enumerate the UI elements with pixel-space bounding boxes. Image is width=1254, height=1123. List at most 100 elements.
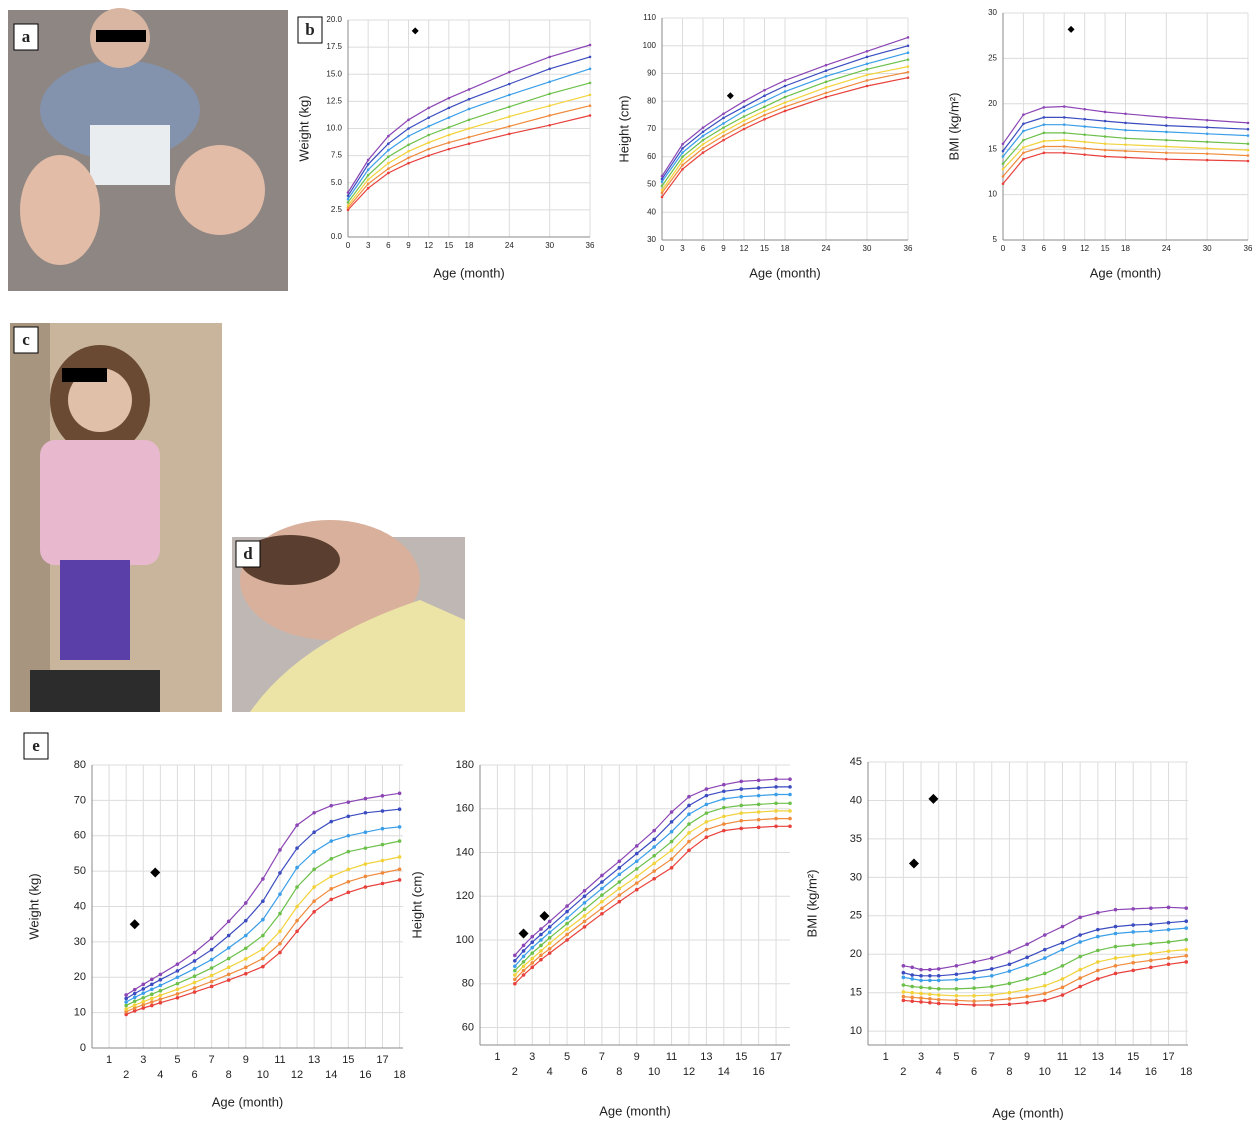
x-tick-label: 10 <box>257 1069 269 1081</box>
percentile-point <box>1083 146 1086 150</box>
x-tick-label: 12 <box>424 241 433 250</box>
percentile-point <box>508 82 511 86</box>
percentile-point <box>1042 983 1047 988</box>
percentile-point <box>508 115 511 118</box>
percentile-point <box>588 81 592 85</box>
percentile-point <box>936 978 941 983</box>
percentile-point <box>226 978 231 982</box>
percentile-point <box>209 936 214 941</box>
percentile-point <box>508 93 511 97</box>
percentile-point <box>1131 923 1135 927</box>
percentile-point <box>278 950 282 955</box>
percentile-point <box>1131 960 1135 965</box>
x-tick-label: 5 <box>174 1054 180 1066</box>
percentile-point <box>158 983 163 988</box>
percentile-point <box>936 993 941 997</box>
percentile-point <box>660 174 664 178</box>
percentile-point <box>158 977 163 982</box>
x-tick-label: 13 <box>308 1054 320 1066</box>
x-tick-label: 15 <box>342 1054 354 1066</box>
percentile-point <box>681 142 684 146</box>
patient-point <box>129 919 140 930</box>
percentile-point <box>600 886 604 891</box>
percentile-point <box>783 90 787 93</box>
percentile-point <box>380 809 385 813</box>
percentile-point <box>363 796 368 801</box>
percentile-point <box>124 993 128 997</box>
percentile-point <box>701 142 705 146</box>
panel-box <box>235 540 261 568</box>
percentile-point <box>1025 942 1029 947</box>
percentile-point <box>901 970 906 975</box>
percentile-point <box>901 963 906 968</box>
percentile-point <box>989 998 994 1003</box>
percentile-point <box>132 1003 137 1007</box>
percentile-point <box>312 830 316 835</box>
percentile-point <box>530 934 535 939</box>
y-tick-label: 50 <box>647 180 656 189</box>
y-tick-label: 40 <box>850 794 862 806</box>
percentile-point <box>652 869 656 873</box>
percentile-point <box>972 999 976 1003</box>
x-tick-label: 30 <box>545 241 554 250</box>
percentile-point <box>387 148 390 152</box>
x-tick-label: 3 <box>918 1051 924 1063</box>
percentile-point <box>521 949 526 953</box>
percentile-point <box>739 779 744 784</box>
percentile-point <box>124 1003 128 1008</box>
percentile-point <box>928 978 932 983</box>
percentile-point <box>634 887 639 892</box>
percentile-point <box>278 871 282 875</box>
percentile-point <box>513 953 517 958</box>
percentile-point <box>1131 953 1135 958</box>
percentile-point <box>1042 151 1046 155</box>
percentile-point <box>704 820 709 824</box>
percentile-point <box>989 973 994 978</box>
percentile-point <box>312 867 316 872</box>
percentile-point <box>774 777 778 782</box>
percentile-point <box>763 117 766 121</box>
percentile-point <box>226 972 231 977</box>
percentile-point <box>1096 934 1100 939</box>
percentile-point <box>150 987 154 992</box>
y-tick-label: 10 <box>74 1007 86 1019</box>
percentile-point <box>774 792 778 797</box>
percentile-point <box>243 901 248 905</box>
percentile-point <box>972 993 976 998</box>
y-tick-label: 7.5 <box>331 151 343 160</box>
percentile-point <box>346 200 350 204</box>
y-tick-label: 70 <box>74 794 86 806</box>
percentile-point <box>722 822 726 826</box>
percentile-point <box>513 977 517 982</box>
percentile-point <box>588 43 592 47</box>
percentile-point <box>209 973 214 978</box>
percentile-point <box>539 938 543 942</box>
percentile-point <box>788 809 792 813</box>
percentile-point <box>132 1009 137 1013</box>
percentile-point <box>1113 963 1118 968</box>
percentile-point <box>1205 140 1209 144</box>
percentile-point <box>329 897 334 902</box>
percentile-point <box>192 974 197 978</box>
percentile-point <box>447 141 451 144</box>
percentile-point <box>346 814 351 819</box>
percentile-point <box>1149 922 1153 927</box>
y-tick-label: 40 <box>74 900 86 912</box>
percentile-point <box>1022 151 1025 155</box>
percentile-point <box>774 824 778 829</box>
percentile-line <box>1002 132 1249 165</box>
percentile-point <box>548 80 551 84</box>
percentile-point <box>278 911 282 916</box>
percentile-point <box>175 992 180 996</box>
percentile-line <box>661 77 909 198</box>
percentile-point <box>346 867 351 872</box>
percentile-point <box>763 99 766 103</box>
percentile-point <box>756 817 761 822</box>
percentile-point <box>1113 924 1118 929</box>
percentile-point <box>687 794 691 799</box>
percentile-point <box>513 973 517 977</box>
percentile-point <box>124 1007 128 1011</box>
percentile-point <box>1001 155 1005 158</box>
percentile-point <box>380 858 385 863</box>
